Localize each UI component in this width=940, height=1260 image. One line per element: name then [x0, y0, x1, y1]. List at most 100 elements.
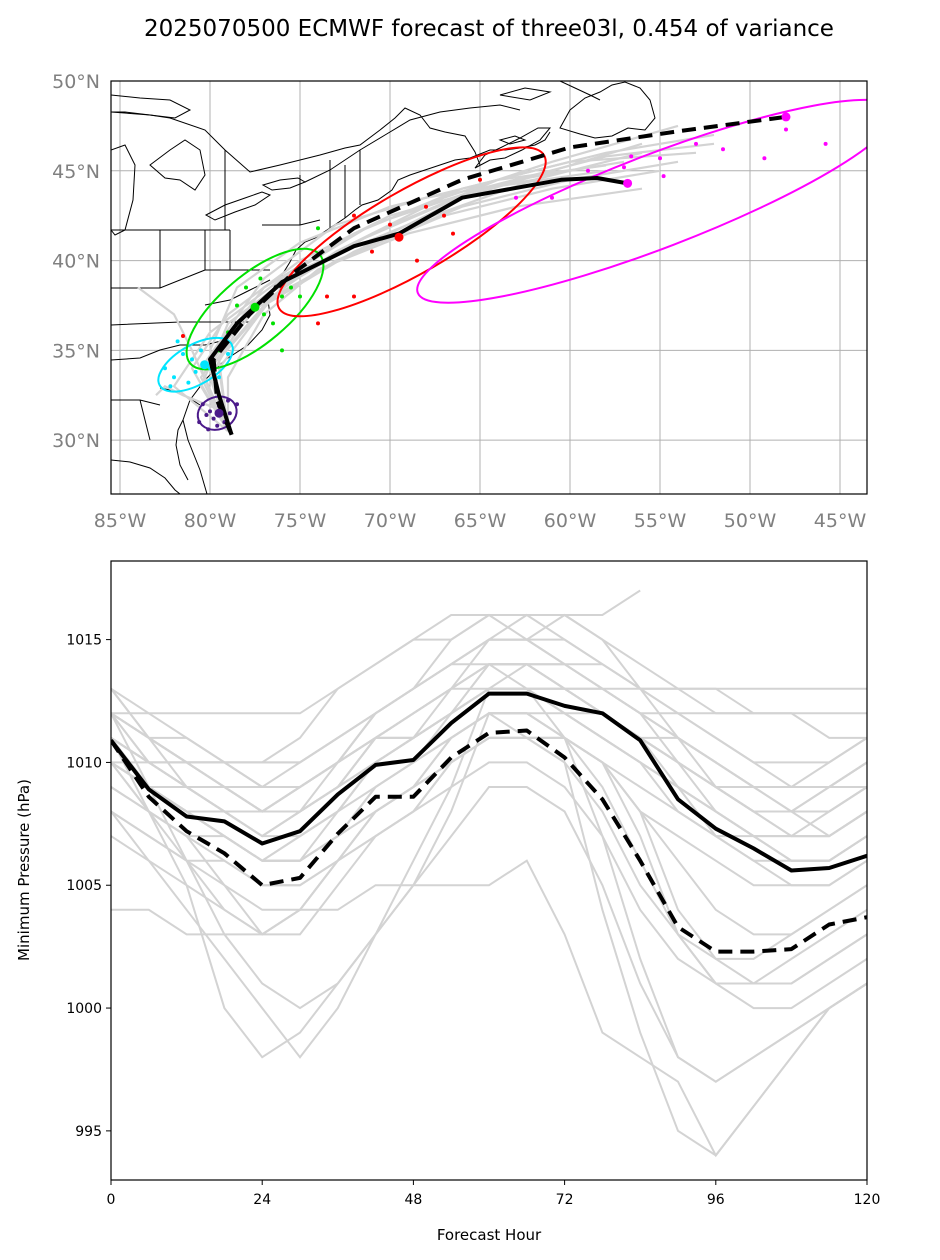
ensemble-position-day-1 [235, 402, 239, 407]
ensemble-position-day-2 [190, 357, 194, 362]
lake-ontario [261, 177, 307, 191]
state-borders [111, 150, 361, 441]
ensemble-position-day-3 [244, 285, 248, 290]
mean-position-day-2 [200, 360, 210, 370]
ensemble-position-day-1 [206, 427, 211, 432]
ensemble-position-day-2 [168, 384, 173, 389]
ensemble-position-day-5 [514, 195, 518, 200]
florida-coast [175, 419, 189, 481]
track-map-panel: 85°W 80°W 75°W 70°W 65°W 60°W 55°W 50°W 45°W 30°N… [52, 71, 868, 532]
x-axis-label: Forecast Hour [437, 1226, 542, 1244]
ensemble-pressure-line [111, 589, 641, 813]
ensemble-position-day-5 [658, 156, 662, 161]
ensemble-pressure-line [111, 638, 754, 764]
ensemble-track [190, 160, 625, 432]
st-lawrence [304, 104, 521, 183]
ensemble-position-day-3 [280, 294, 284, 299]
map-y-tick-label: 50°N [52, 71, 100, 93]
x-tick-label: 24 [253, 1192, 271, 1208]
map-x-tick-label: 80°W [184, 510, 237, 532]
anticosti [499, 87, 552, 101]
lake-huron [149, 139, 206, 191]
map-y-tick-label: 30°N [52, 430, 100, 452]
map-y-tick-label: 45°N [52, 161, 100, 183]
ensemble-position-day-4 [316, 321, 320, 326]
ensemble-position-day-4 [442, 213, 446, 218]
ensemble-track [208, 164, 607, 432]
ensemble-position-day-3 [262, 312, 266, 317]
map-x-tick-label: 85°W [94, 510, 147, 532]
ensemble-position-day-3 [289, 285, 293, 290]
mean-pressure-lines [111, 691, 867, 954]
y-tick-label: 1015 [66, 633, 102, 649]
ensemble-position-day-5 [762, 156, 767, 161]
ensemble-position-day-4 [451, 231, 455, 236]
x-tick-label: 72 [556, 1192, 574, 1208]
ensemble-position-day-2 [186, 380, 191, 385]
ensemble-position-day-4 [352, 294, 356, 299]
ensemble-position-day-4 [415, 258, 419, 263]
map-y-tick-label: 35°N [52, 340, 100, 362]
ensemble-position-day-5 [622, 165, 626, 170]
ensemble-position-day-2 [175, 339, 180, 344]
x-tick-label: 96 [707, 1192, 725, 1208]
ensemble-position-day-4 [181, 333, 185, 338]
ensemble-position-day-2 [217, 375, 221, 380]
ensemble-position-day-3 [298, 294, 302, 299]
ensemble-pressure-line [111, 711, 867, 1157]
ensemble-position-day-4 [478, 177, 482, 182]
newfoundland [559, 81, 656, 139]
map-x-tick-label: 65°W [454, 510, 507, 532]
mean-track-dashed [211, 114, 787, 436]
x-tick-label: 0 [107, 1192, 116, 1208]
us-canada-border [111, 107, 481, 173]
x-tick-label: 48 [404, 1192, 422, 1208]
ensemble-position-day-2 [181, 351, 185, 356]
lake-michigan [111, 144, 136, 236]
map-x-tick-label: 50°W [724, 510, 777, 532]
ensemble-position-day-2 [193, 369, 198, 374]
ensemble-position-day-3 [258, 276, 263, 281]
ensemble-position-day-1 [226, 398, 230, 403]
map-tick-labels: 85°W 80°W 75°W 70°W 65°W 60°W 55°W 50°W 45°W 30°N… [52, 71, 866, 532]
y-tick-label: 1000 [66, 1001, 102, 1017]
pressure-frame [110, 560, 868, 1181]
gulf-coastline [111, 459, 181, 494]
ensemble-position-day-5 [694, 141, 698, 146]
map-x-tick-label: 75°W [274, 510, 327, 532]
ensemble-track [137, 286, 230, 432]
mean-tracks [200, 112, 791, 436]
dashed-track-end-marker [781, 112, 791, 122]
ensemble-position-day-1 [197, 420, 202, 425]
map-frame [110, 80, 868, 495]
ensemble-track [208, 124, 679, 432]
mean-pressure-solid [111, 691, 867, 873]
mean-position-day-4 [394, 232, 404, 242]
pressure-ticks: 0 24 48 72 96 120 995 1000 1005 1010 1015 [66, 633, 880, 1208]
y-axis-label: Minimum Pressure (hPa) [15, 779, 33, 961]
ensemble-pressure-line [111, 687, 867, 813]
ensemble-pressure-line [111, 786, 867, 1083]
uncertainty-ellipses [157, 98, 867, 431]
ensemble-position-day-5 [784, 127, 788, 132]
ensemble-pressure-line [111, 736, 867, 862]
map-x-tick-label: 45°W [814, 510, 867, 532]
ensemble-track [217, 133, 715, 432]
ensemble-position-day-2 [199, 348, 203, 353]
uncertainty-ellipse-day-5 [416, 98, 867, 304]
ensemble-position-day-1 [200, 402, 205, 407]
ensemble-position-day-5 [823, 141, 828, 146]
ensemble-position-day-5 [586, 168, 590, 173]
ensemble-position-day-5 [629, 154, 634, 159]
y-tick-label: 995 [75, 1124, 102, 1140]
ensemble-position-day-4 [352, 213, 356, 218]
mean-position-day-3 [250, 302, 260, 312]
mean-position-day-1 [214, 408, 224, 418]
ensemble-position-day-4 [424, 204, 428, 209]
ensemble-position-day-1 [215, 423, 220, 428]
map-x-tick-label: 60°W [544, 510, 597, 532]
y-tick-label: 1010 [66, 755, 102, 771]
map-x-tick-label: 55°W [634, 510, 687, 532]
ensemble-position-day-1 [208, 409, 212, 414]
